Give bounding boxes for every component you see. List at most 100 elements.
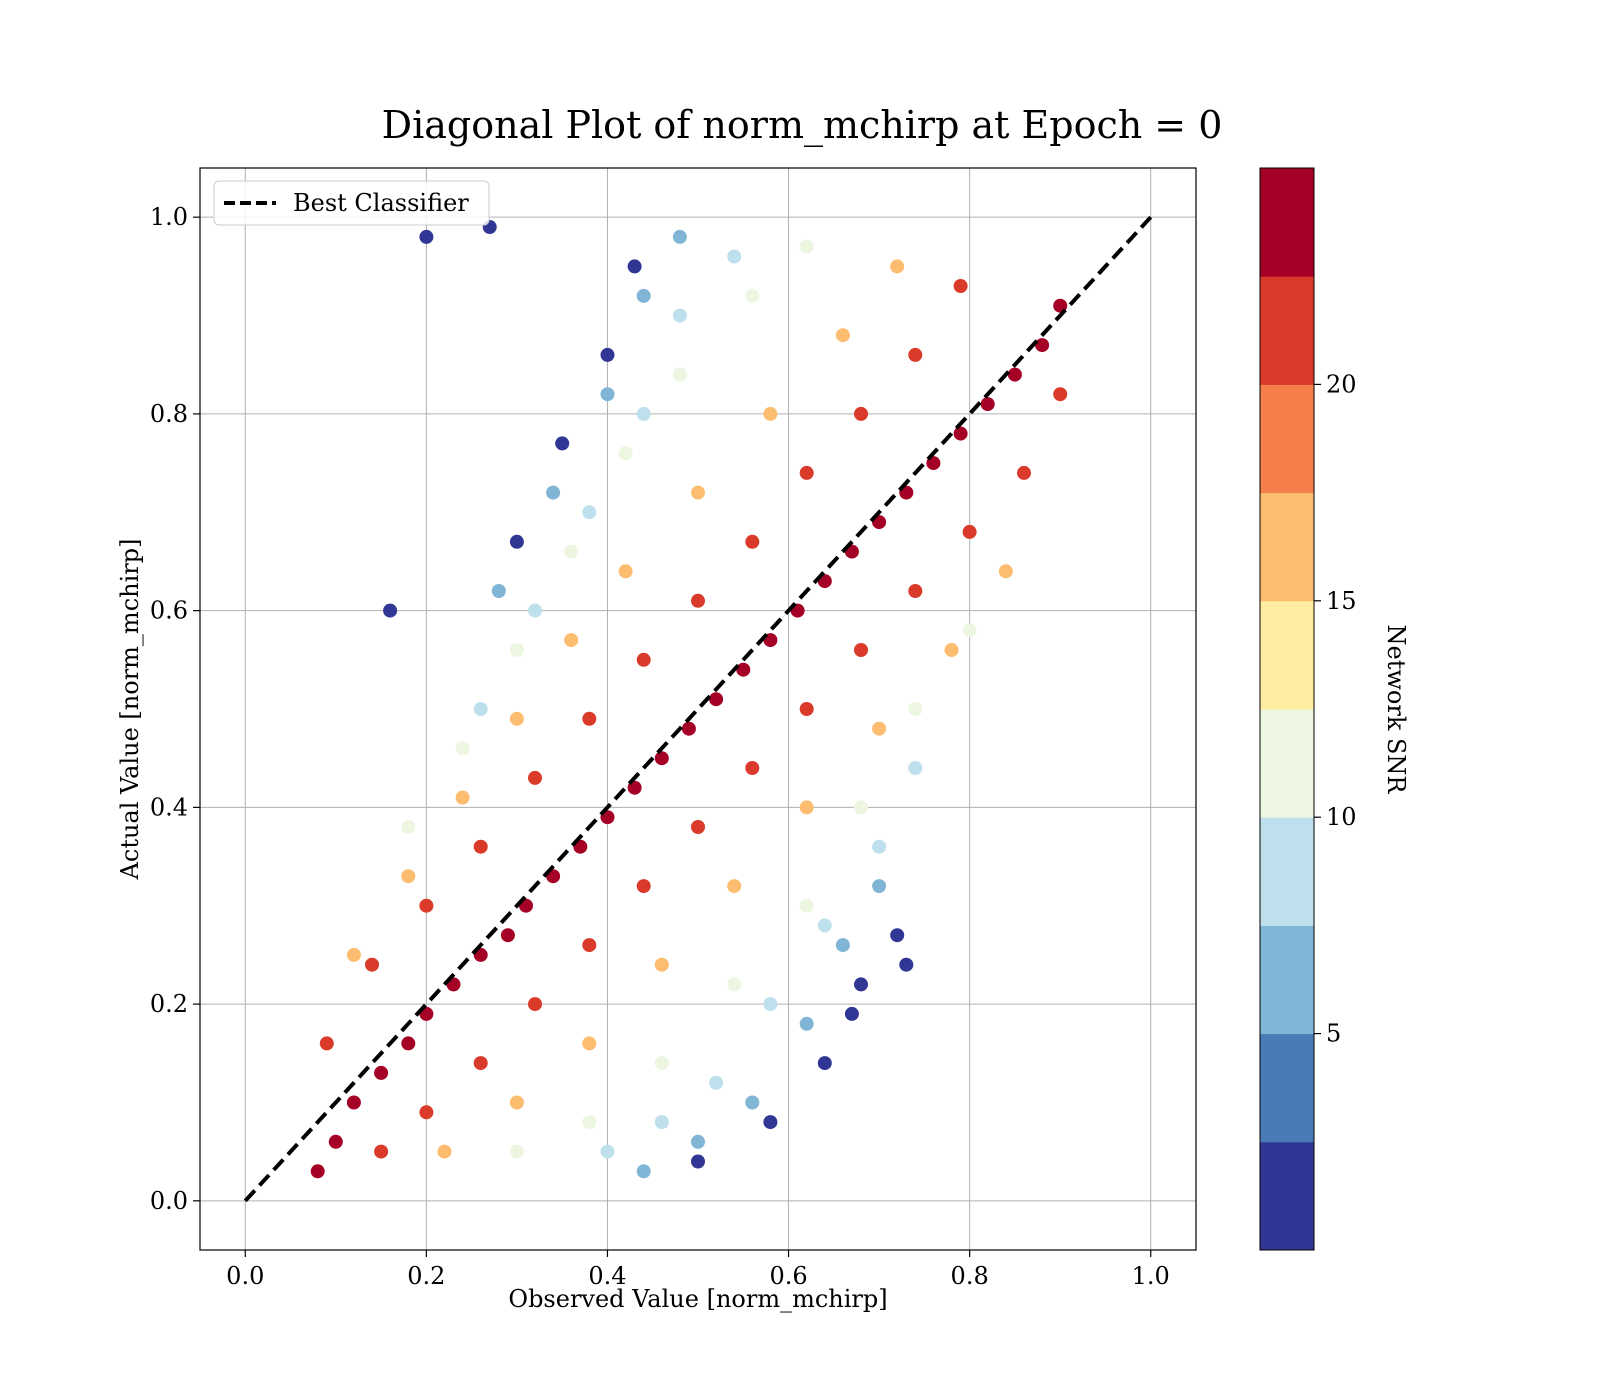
scatter-point — [799, 800, 814, 815]
colorbar-band — [1260, 1141, 1314, 1251]
scatter-point — [636, 1164, 651, 1179]
scatter-point — [745, 761, 760, 775]
scatter-point — [564, 544, 579, 559]
scatter-point — [962, 623, 977, 638]
scatter-point — [383, 603, 398, 618]
scatter-point — [636, 652, 651, 667]
scatter-point — [528, 603, 542, 618]
colorbar-band — [1260, 1033, 1314, 1143]
scatter-point — [654, 1115, 669, 1130]
scatter-point — [618, 446, 633, 461]
scatter-point — [473, 702, 488, 716]
scatter-point — [582, 505, 597, 520]
y-tick-label: 0.8 — [150, 400, 188, 428]
colorbar-tick-label: 20 — [1326, 370, 1357, 398]
scatter-point — [528, 770, 542, 785]
scatter-point — [691, 1154, 705, 1169]
scatter-point — [582, 1036, 597, 1051]
scatter-point — [799, 898, 814, 913]
x-tick-label: 0.4 — [588, 1262, 626, 1290]
scatter-point — [844, 1006, 859, 1021]
colorbar: 5 10 15 20 Network SNR — [1259, 167, 1410, 1251]
scatter-point — [654, 957, 669, 972]
scatter-point — [835, 328, 850, 343]
colorbar-band — [1260, 709, 1314, 818]
scatter-point — [736, 662, 751, 677]
x-axis-ticks: 0.0 0.2 0.4 0.6 0.8 1.0 — [226, 1250, 1170, 1290]
scatter-point — [953, 279, 968, 293]
scatter-point — [627, 259, 642, 274]
scatter-point — [854, 977, 868, 992]
colorbar-tick-label: 15 — [1326, 587, 1357, 615]
scatter-point — [582, 1115, 597, 1130]
scatter-point — [346, 1095, 361, 1110]
legend: Best Classifier — [213, 180, 490, 226]
x-tick-label: 1.0 — [1132, 1262, 1170, 1290]
scatter-point — [745, 1095, 760, 1110]
y-axis-ticks: 0.0 0.2 0.4 0.6 0.8 1.0 — [150, 203, 200, 1215]
scatter-point — [636, 879, 651, 894]
scatter-point — [799, 465, 814, 480]
scatter-point — [528, 997, 542, 1012]
scatter-point — [872, 879, 887, 894]
scatter-point — [872, 839, 887, 854]
scatter-point — [500, 928, 515, 943]
colorbar-label: Network SNR — [1382, 625, 1410, 795]
y-axis-label: Actual Value [norm_mchirp] — [116, 539, 144, 881]
scatter-point — [745, 288, 760, 303]
scatter-point — [473, 1056, 488, 1071]
scatter-point — [709, 1075, 724, 1090]
scatter-point — [799, 702, 814, 716]
scatter-point — [727, 879, 742, 894]
scatter-point — [546, 485, 561, 500]
scatter-point — [763, 997, 778, 1012]
y-tick-label: 0.4 — [150, 793, 188, 821]
scatter-point — [672, 308, 687, 323]
legend-box — [213, 180, 490, 226]
scatter-point — [908, 702, 923, 716]
scatter-point — [346, 947, 361, 962]
scatter-point — [374, 1144, 389, 1159]
scatter-point — [582, 711, 597, 726]
scatter-point — [962, 524, 977, 539]
scatter-point — [854, 406, 868, 421]
scatter-point — [763, 1115, 778, 1130]
scatter-point — [835, 938, 850, 953]
scatter-point — [691, 485, 705, 500]
scatter-point — [319, 1036, 334, 1051]
scatter-point — [672, 367, 687, 382]
scatter-point — [509, 534, 524, 549]
scatter-point — [600, 387, 615, 402]
reference-line-group — [243, 215, 1153, 1203]
scatter-point — [636, 288, 651, 303]
colorbar-frame — [1259, 167, 1315, 1251]
x-axis-label: Observed Value [norm_mchirp] — [508, 1285, 887, 1313]
scatter-point — [691, 593, 705, 608]
scatter-point — [817, 1056, 832, 1071]
colorbar-band — [1260, 168, 1314, 277]
scatter-point — [310, 1164, 325, 1179]
scatter-point — [365, 957, 379, 972]
scatter-point — [419, 229, 434, 244]
plot-area: 0.0 0.2 0.4 0.6 0.8 1.0 0.0 0.2 0.4 0.6 0.8 1.0 — [150, 167, 1197, 1290]
scatter-point — [564, 633, 579, 648]
scatter-point — [944, 643, 959, 657]
scatter-point — [709, 692, 724, 707]
scatter-point — [890, 259, 905, 274]
colorbar-ticks: 5 10 15 20 — [1314, 370, 1357, 1048]
scatter-point — [681, 721, 696, 736]
scatter-point — [998, 564, 1013, 579]
colorbar-band — [1260, 817, 1314, 926]
scatter-point — [437, 1144, 452, 1159]
scatter-point — [908, 761, 923, 775]
scatter-point — [509, 1144, 524, 1159]
plot-frame — [199, 167, 1197, 1251]
chart-title: Diagonal Plot of norm_mchirp at Epoch = … — [382, 103, 1223, 148]
scatter-point — [555, 436, 570, 451]
scatter-point — [980, 397, 995, 412]
best-classifier-line — [243, 215, 1153, 1203]
colorbar-band — [1260, 492, 1314, 602]
scatter-point — [1035, 338, 1050, 353]
scatter-point — [509, 1095, 524, 1110]
scatter-point — [854, 800, 868, 815]
